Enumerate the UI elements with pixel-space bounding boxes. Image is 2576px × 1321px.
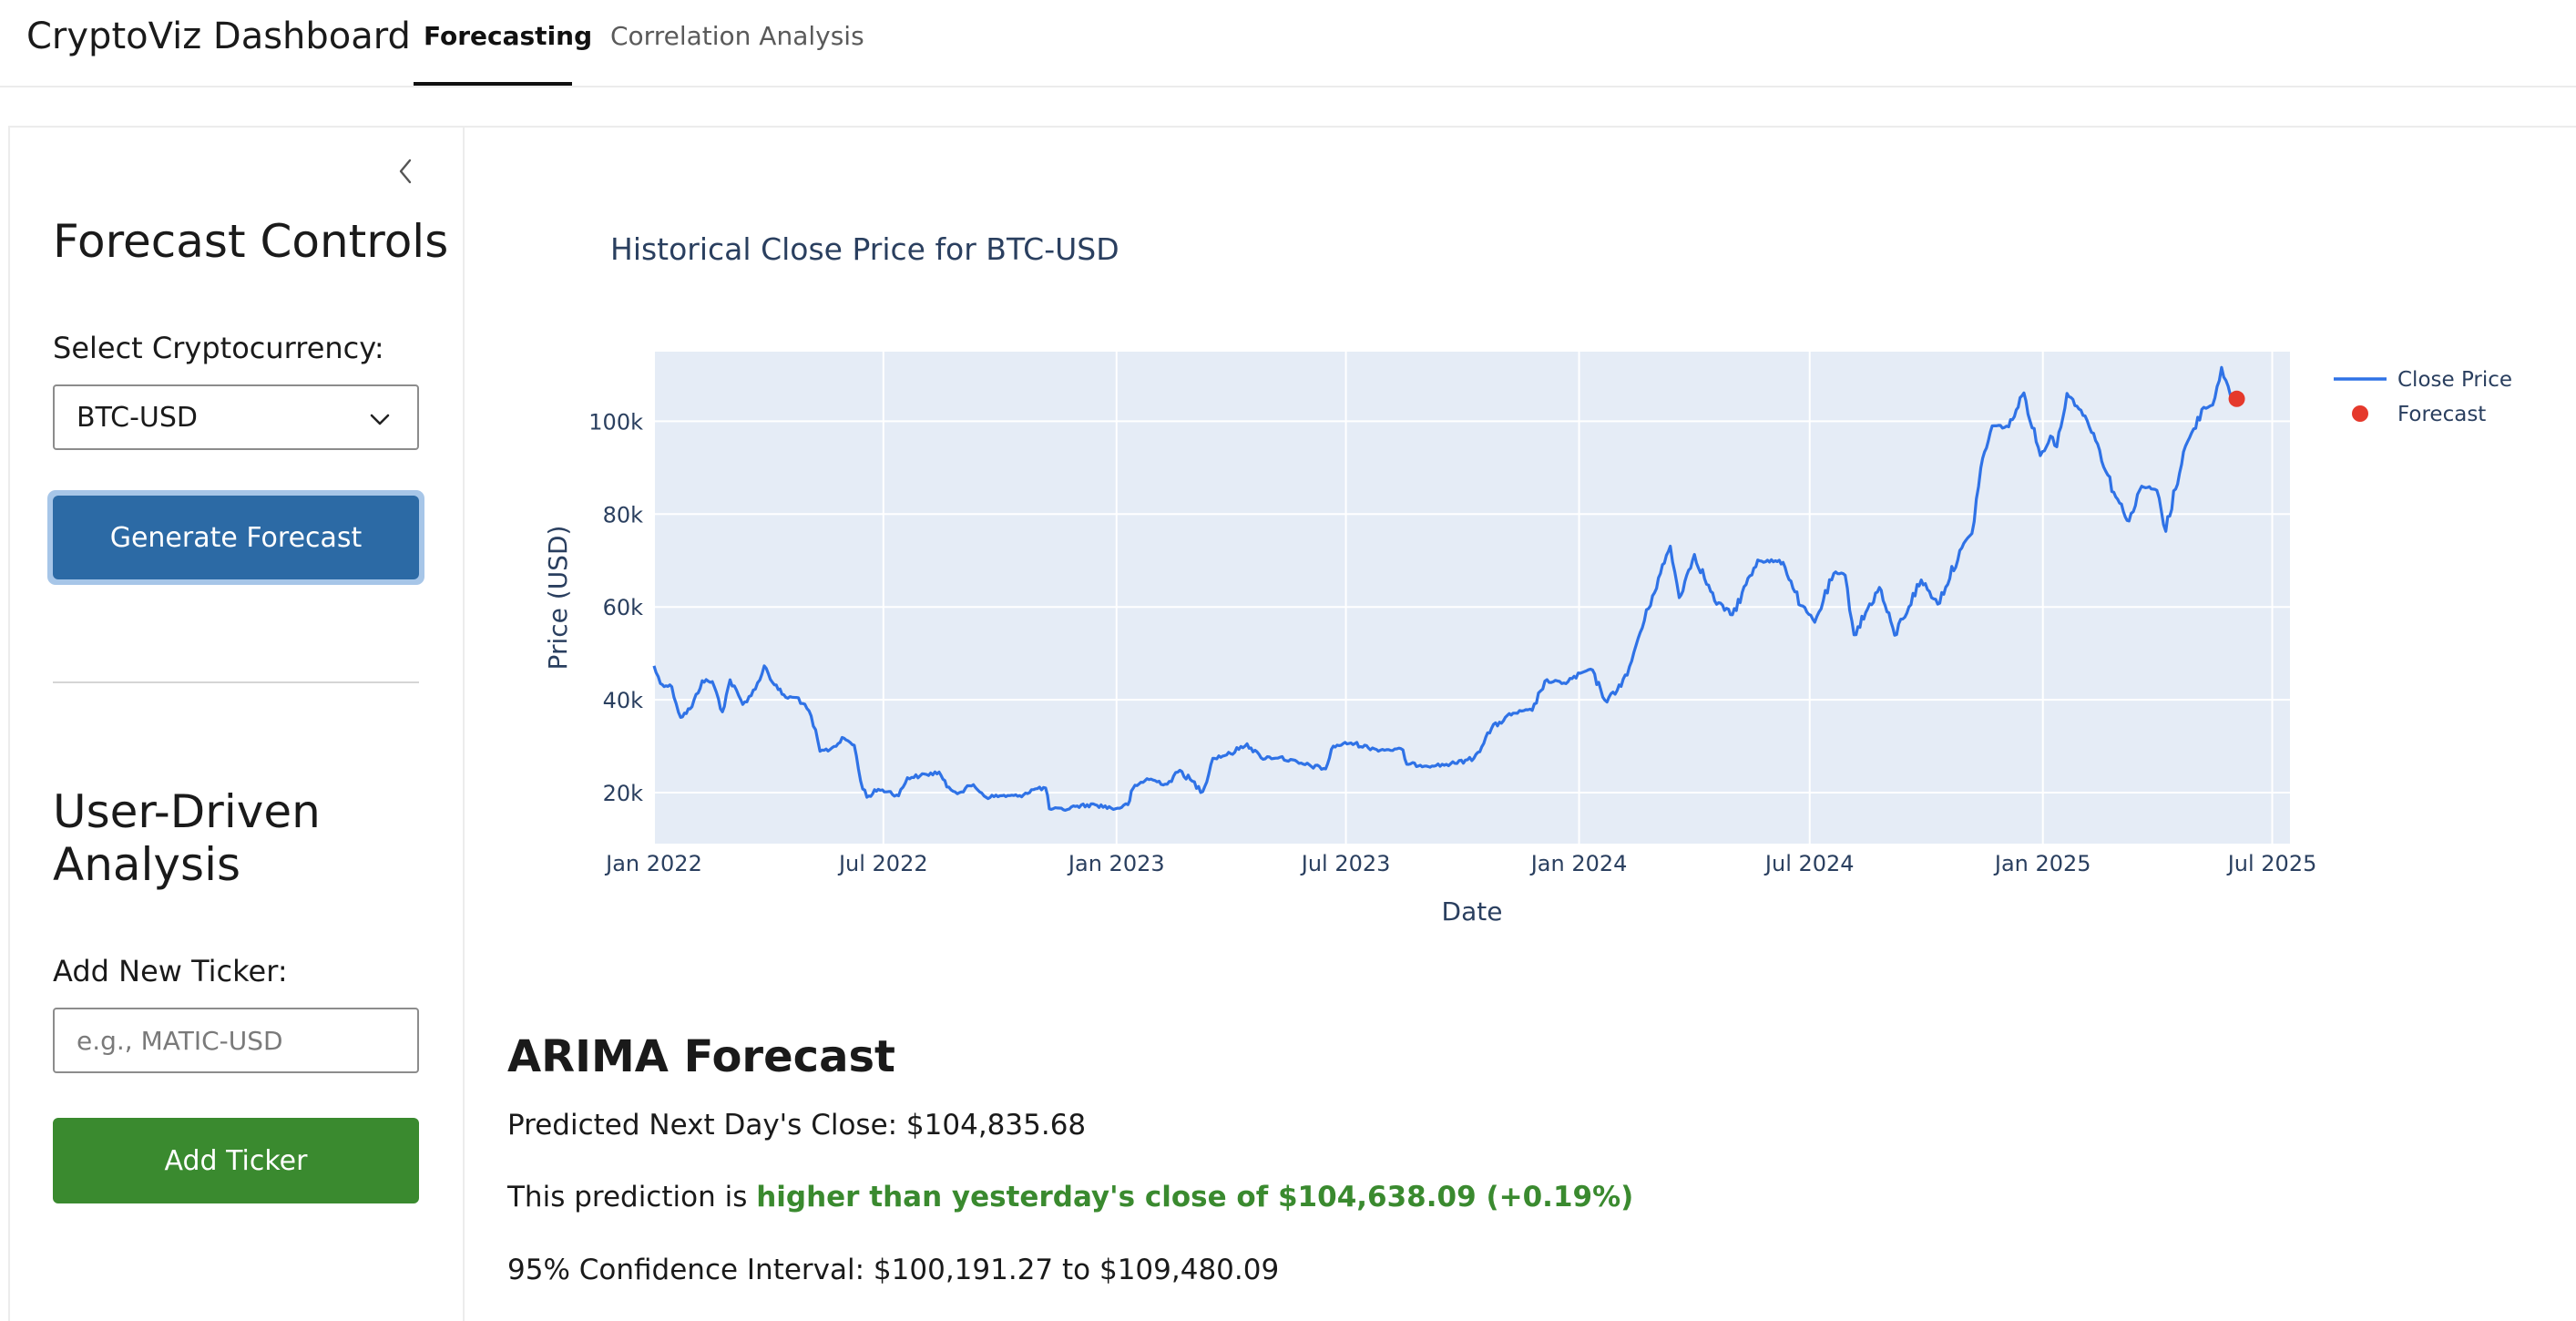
sidebar-divider: [53, 681, 419, 683]
y-axis-label: Price (USD): [543, 526, 573, 671]
top-nav-bar: CryptoViz Dashboard Forecasting Correlat…: [0, 0, 2576, 87]
legend-close-price-label: Close Price: [2397, 368, 2512, 392]
sidebar: [8, 126, 465, 1321]
y-tick-label: 60k: [603, 595, 644, 620]
y-tick-label: 40k: [603, 688, 644, 713]
y-axis-ticks: 20k 40k 60k 80k 100k: [588, 409, 643, 806]
forecast-point[interactable]: [2228, 390, 2245, 407]
legend-forecast-label: Forecast: [2397, 403, 2486, 426]
x-tick-label: Jul 2024: [1763, 851, 1855, 876]
x-axis-label: Date: [1442, 896, 1503, 927]
arima-forecast-title: ARIMA Forecast: [507, 1031, 895, 1082]
plot-area[interactable]: [654, 352, 2290, 844]
new-ticker-input[interactable]: [53, 1008, 419, 1073]
x-tick-label: Jul 2023: [1300, 851, 1391, 876]
x-tick-label: Jul 2025: [2226, 851, 2317, 876]
close-price-line[interactable]: [652, 365, 2237, 812]
y-tick-label: 100k: [588, 409, 643, 435]
tab-forecasting[interactable]: Forecasting: [424, 21, 593, 51]
add-ticker-button[interactable]: Add Ticker: [53, 1118, 419, 1203]
confidence-interval-text: 95% Confidence Interval: $100,191.27 to …: [507, 1254, 1280, 1286]
x-tick-label: Jan 2023: [1067, 851, 1165, 876]
content-panel: [8, 126, 2576, 1321]
app-title: CryptoViz Dashboard: [26, 15, 411, 57]
x-tick-label: Jul 2022: [837, 851, 928, 876]
price-chart-svg: Historical Close Price for BTC-USD 20k 40…: [543, 231, 2512, 927]
y-tick-label: 20k: [603, 781, 644, 806]
y-tick-label: 80k: [603, 502, 644, 527]
forecast-controls-heading: Forecast Controls: [53, 215, 449, 268]
selected-cryptocurrency: BTC-USD: [77, 402, 199, 434]
x-tick-label: Jan 2025: [1993, 851, 2091, 876]
user-driven-analysis-heading-line1: User-Driven: [53, 785, 321, 838]
x-tick-label: Jan 2024: [1529, 851, 1628, 876]
user-driven-analysis-heading: User-Driven Analysis: [53, 785, 321, 891]
comparison-highlight: higher than yesterday's close of $104,63…: [756, 1181, 1634, 1213]
chevron-down-icon: [370, 414, 390, 425]
comparison-prefix: This prediction is: [507, 1181, 757, 1213]
add-new-ticker-label: Add New Ticker:: [53, 954, 288, 988]
price-chart[interactable]: Historical Close Price for BTC-USD 20k 40…: [465, 182, 2560, 966]
cryptocurrency-select[interactable]: BTC-USD: [53, 384, 419, 450]
predicted-close-text: Predicted Next Day's Close: $104,835.68: [507, 1109, 1087, 1142]
tab-correlation-analysis[interactable]: Correlation Analysis: [610, 21, 864, 51]
user-driven-analysis-heading-line2: Analysis: [53, 838, 241, 891]
x-tick-label: Jan 2022: [604, 851, 702, 876]
generate-forecast-button[interactable]: Generate Forecast: [53, 496, 419, 579]
series-layer: [652, 365, 2245, 812]
chart-title: Historical Close Price for BTC-USD: [610, 231, 1119, 267]
chevron-left-icon[interactable]: [390, 153, 423, 189]
active-tab-indicator: [414, 82, 572, 86]
grid-lines: [653, 352, 2290, 844]
chart-legend[interactable]: Close Price Forecast: [2334, 368, 2512, 426]
legend-forecast-swatch: [2352, 405, 2368, 422]
x-axis-ticks: Jan 2022 Jul 2022 Jan 2023 Jul 2023 Jan 2024…: [604, 851, 2316, 876]
prediction-comparison-text: This prediction is higher than yesterday…: [507, 1179, 1633, 1215]
select-cryptocurrency-label: Select Cryptocurrency:: [53, 331, 384, 365]
